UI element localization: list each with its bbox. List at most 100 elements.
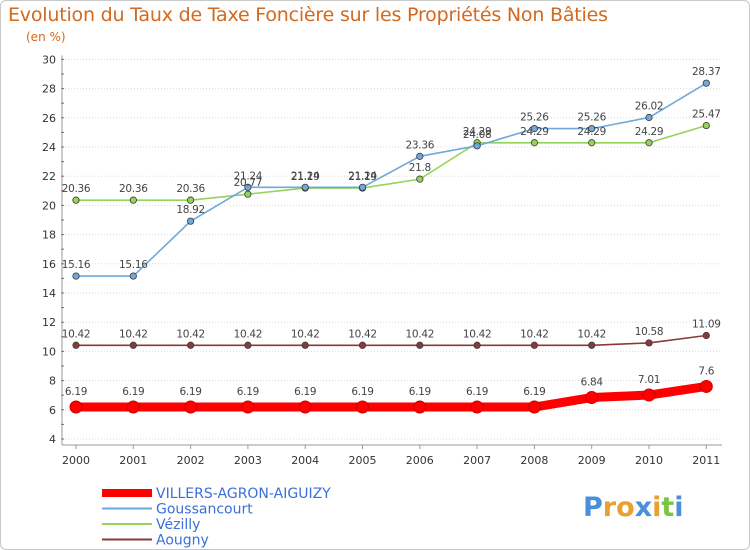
- data-label: 11.09: [692, 318, 721, 330]
- y-tick-label: 28: [42, 83, 56, 96]
- data-label: 24.08: [463, 129, 492, 141]
- data-label: 10.42: [291, 328, 320, 340]
- logo-letter: x: [635, 492, 652, 523]
- data-point: [645, 139, 653, 147]
- logo-letter: P: [583, 492, 603, 523]
- data-point: [187, 341, 195, 349]
- data-point: [358, 341, 367, 349]
- y-tick-label: 12: [42, 316, 56, 329]
- data-point: [187, 196, 195, 204]
- proxiti-logo: Proxiti: [583, 492, 684, 523]
- data-label: 15.16: [119, 259, 148, 271]
- data-point: [413, 400, 427, 414]
- x-tick-label: 2001: [119, 454, 147, 467]
- y-tick-label: 8: [49, 375, 56, 388]
- data-point: [129, 341, 137, 349]
- data-label: 6.19: [351, 386, 373, 398]
- data-point: [470, 400, 484, 414]
- series-line-0: [71, 381, 711, 412]
- data-label: 10.42: [520, 328, 549, 340]
- x-tick-label: 2003: [234, 454, 262, 467]
- data-point: [129, 272, 137, 280]
- chart-unit-label: (en %): [26, 30, 66, 44]
- data-label: 6.19: [409, 386, 431, 398]
- data-point: [527, 400, 541, 414]
- x-tick-label: 2002: [177, 454, 205, 467]
- data-label: 10.42: [577, 328, 606, 340]
- data-point: [702, 121, 710, 130]
- data-point: [129, 196, 137, 204]
- y-tick-label: 26: [42, 112, 56, 125]
- data-label: 24.29: [635, 126, 664, 138]
- data-label: 10.42: [176, 328, 205, 340]
- data-label: 6.19: [294, 386, 316, 398]
- data-point: [184, 400, 198, 414]
- legend-label: Vézilly: [156, 517, 200, 533]
- data-point: [358, 183, 367, 191]
- data-label: 10.42: [62, 328, 91, 340]
- y-tick-label: 4: [49, 433, 56, 446]
- y-tick-label: 20: [42, 199, 56, 212]
- data-label: 24.29: [520, 126, 549, 138]
- y-tick-label: 30: [42, 53, 56, 66]
- data-label: 26.02: [635, 101, 664, 113]
- y-tick-label: 22: [42, 170, 56, 183]
- data-label: 23.36: [406, 139, 435, 151]
- x-tick-label: 2004: [291, 454, 319, 467]
- data-label: 21.24: [348, 170, 377, 182]
- y-tick-label: 24: [42, 141, 56, 154]
- data-label: 21.24: [234, 170, 263, 182]
- y-tick-label: 16: [42, 258, 56, 271]
- data-point: [702, 79, 710, 87]
- data-label: 6.19: [122, 386, 144, 398]
- data-label: 6.19: [65, 386, 87, 398]
- data-label: 24.29: [463, 126, 492, 138]
- data-label: 18.92: [176, 204, 205, 216]
- data-label: 6.84: [581, 377, 604, 389]
- data-label: 6.19: [237, 386, 259, 398]
- x-tick-label: 2006: [406, 454, 434, 467]
- x-tick-label: 2009: [578, 454, 606, 467]
- logo-letter: o: [616, 492, 635, 523]
- y-tick-label: 14: [42, 287, 56, 300]
- data-point: [244, 190, 252, 198]
- data-label: 21.19: [291, 171, 320, 183]
- data-label: 6.19: [180, 386, 202, 398]
- series-line-2: [75, 124, 708, 201]
- data-point: [244, 341, 252, 349]
- data-point: [588, 341, 596, 349]
- legend-label: VILLERS-AGRON-AIGUIZY: [156, 486, 331, 502]
- data-point: [645, 339, 653, 347]
- data-point: [473, 341, 481, 349]
- data-label: 25.47: [692, 109, 721, 121]
- data-label: 10.42: [406, 328, 435, 340]
- data-label: 10.42: [119, 328, 148, 340]
- data-point: [588, 125, 596, 133]
- data-point: [72, 272, 80, 280]
- data-point: [642, 388, 656, 402]
- x-tick-label: 2005: [349, 454, 377, 467]
- data-label: 6.19: [466, 386, 488, 398]
- data-label: 20.36: [62, 183, 91, 195]
- data-point: [702, 331, 710, 340]
- data-label: 28.37: [692, 66, 721, 78]
- x-tick-label: 2011: [692, 454, 720, 467]
- data-point: [72, 196, 80, 204]
- y-tick-label: 6: [49, 404, 56, 417]
- data-point: [416, 341, 424, 349]
- data-point: [530, 125, 539, 133]
- x-tick-label: 2008: [520, 454, 548, 467]
- data-label: 20.36: [119, 183, 148, 195]
- data-label: 10.58: [635, 326, 664, 338]
- data-label: 21.24: [291, 170, 320, 182]
- data-label: 24.29: [577, 126, 606, 138]
- data-point: [530, 139, 539, 147]
- y-tick-label: 18: [42, 229, 56, 242]
- data-label: 10.42: [463, 328, 492, 340]
- data-point: [187, 217, 195, 225]
- data-point: [585, 391, 599, 405]
- x-tick-label: 2007: [463, 454, 491, 467]
- logo-letter: i: [652, 492, 661, 523]
